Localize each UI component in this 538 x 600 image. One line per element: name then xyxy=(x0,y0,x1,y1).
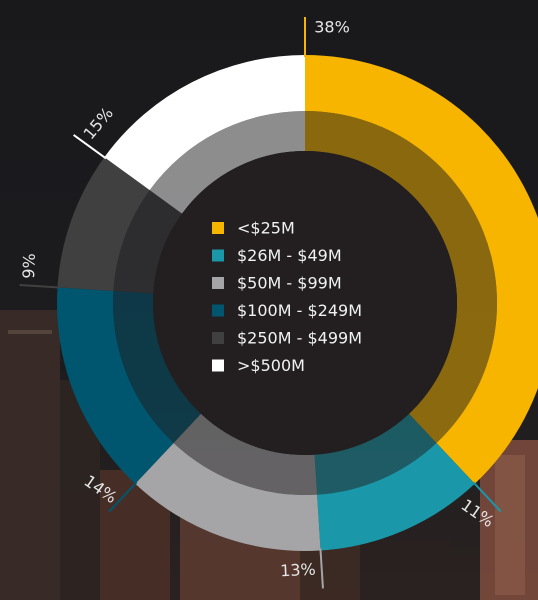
legend-label: $100M - $249M xyxy=(237,301,362,320)
legend-label: $26M - $49M xyxy=(237,246,342,265)
legend-swatch xyxy=(212,305,224,317)
legend-swatch xyxy=(212,332,224,344)
value-label: 9% xyxy=(19,253,39,279)
legend-label: $250M - $499M xyxy=(237,329,362,348)
chart: <$25M $26M - $49M $50M - $99M $100M - $249M… xyxy=(0,0,538,600)
legend-label: $50M - $99M xyxy=(237,274,342,293)
legend-swatch xyxy=(212,250,224,262)
page: <$25M $26M - $49M $50M - $99M $100M - $249M… xyxy=(0,0,538,600)
value-label: 38% xyxy=(314,18,350,37)
legend-swatch xyxy=(212,360,224,372)
legend-swatch xyxy=(212,277,224,289)
legend-label: <$25M xyxy=(237,219,295,238)
value-label: 13% xyxy=(280,560,317,581)
legend-swatch xyxy=(212,222,224,234)
legend-label: >$500M xyxy=(237,356,305,375)
